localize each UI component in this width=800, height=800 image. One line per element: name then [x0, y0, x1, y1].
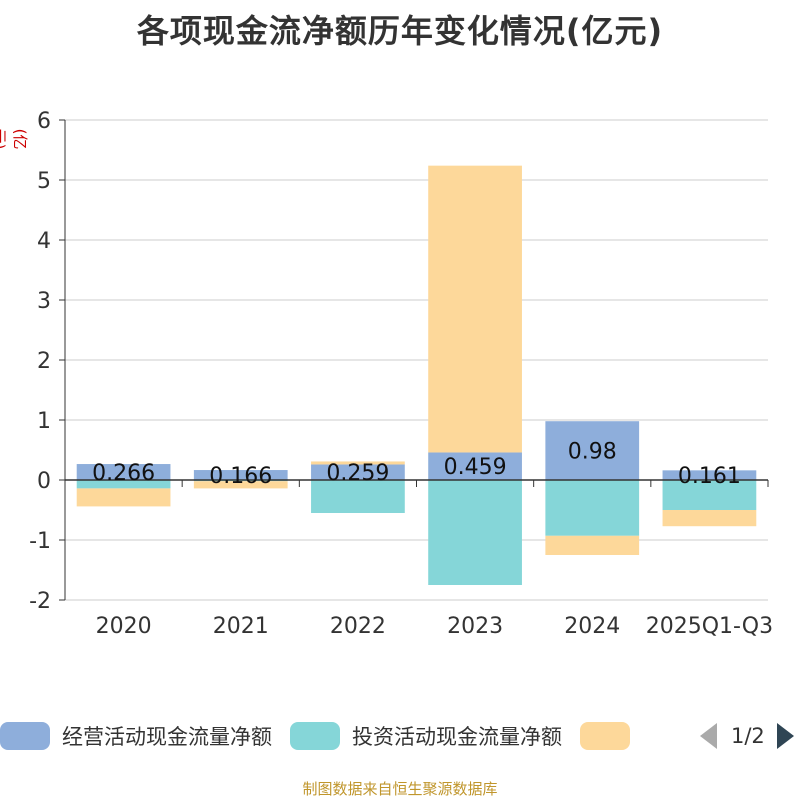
legend-pager: 1/2	[700, 716, 794, 756]
data-label: 0.459	[444, 455, 507, 480]
bar-operating	[545, 421, 640, 480]
bar-operating	[193, 470, 288, 480]
bar-investing	[545, 480, 640, 536]
data-label: 0.266	[92, 461, 155, 486]
bar-financing	[545, 535, 640, 555]
y-tick-label: 0	[37, 469, 51, 494]
bar-investing	[311, 480, 405, 513]
y-tick-label: -2	[29, 589, 51, 614]
data-source-note: 制图数据来自恒生聚源数据库	[302, 780, 498, 798]
bar-financing	[193, 481, 288, 489]
data-label: 0.166	[209, 464, 272, 489]
data-label: 0.161	[678, 464, 741, 489]
bar-operating	[662, 470, 757, 480]
legend-item-investing[interactable]: 投资活动现金流量净额	[290, 721, 562, 751]
x-tick-label: 2023	[447, 614, 503, 639]
x-tick-label: 2024	[564, 614, 620, 639]
y-tick-label: 6	[37, 109, 51, 134]
bar-layer	[76, 165, 757, 585]
grid-layer	[65, 119, 768, 601]
legend-page-indicator: 1/2	[731, 724, 765, 748]
x-tick-label: 2025Q1-Q3	[646, 614, 773, 639]
bar-financing	[428, 165, 522, 453]
legend-swatch-operating	[0, 722, 50, 750]
axis-layer: -2 -1 0 1 2 3 4 5 6	[29, 109, 769, 614]
x-tick-label: 2021	[213, 614, 269, 639]
legend-label-investing: 投资活动现金流量净额	[352, 725, 562, 749]
chart-title: 各项现金流净额历年变化情况(亿元)	[136, 12, 664, 50]
bar-operating	[428, 452, 522, 480]
bar-investing	[76, 480, 171, 489]
bar-operating	[76, 464, 171, 480]
y-tick-label: -1	[29, 529, 51, 554]
legend-prev-icon[interactable]	[700, 723, 717, 749]
bar-financing	[311, 461, 405, 465]
data-label: 0.98	[568, 440, 617, 465]
y-tick-label: 4	[37, 229, 51, 254]
legend-item-operating[interactable]: 经营活动现金流量净额	[0, 721, 272, 751]
data-label: 0.259	[326, 461, 389, 486]
legend-label-operating: 经营活动现金流量净额	[62, 725, 272, 749]
y-tick-label: 2	[37, 349, 51, 374]
y-tick-label: 5	[37, 169, 51, 194]
bar-financing	[662, 510, 757, 527]
bar-investing	[428, 480, 522, 585]
legend-item-financing[interactable]	[580, 722, 642, 750]
x-tick-label: 2022	[330, 614, 386, 639]
legend-swatch-investing	[290, 722, 340, 750]
bar-investing	[662, 480, 757, 510]
legend-swatch-financing	[580, 722, 630, 750]
x-tick-label: 2020	[96, 614, 152, 639]
bar-financing	[76, 488, 171, 507]
legend: 经营活动现金流量净额 投资活动现金流量净额	[0, 716, 800, 756]
y-tick-label: 1	[37, 409, 51, 434]
legend-next-icon[interactable]	[776, 723, 794, 749]
bar-operating	[311, 464, 405, 480]
label-layer: 0.266 2020 0.166 2021 0.259 2022 0.459 2023 0.98…	[92, 440, 773, 639]
y-tick-label: 3	[37, 289, 51, 314]
